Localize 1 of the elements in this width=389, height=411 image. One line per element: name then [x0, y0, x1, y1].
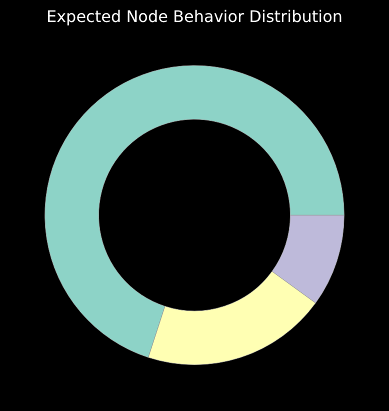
chart-title: Expected Node Behavior Distribution	[46, 6, 343, 26]
